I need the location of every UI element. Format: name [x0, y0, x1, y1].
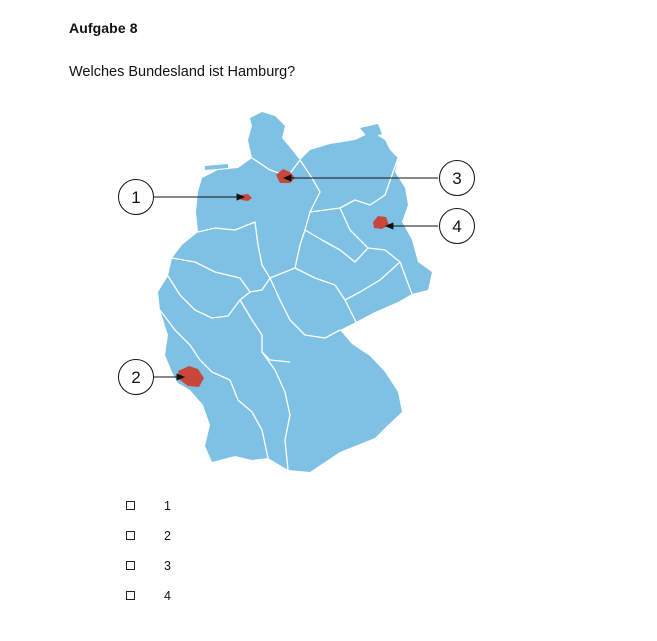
baltic-islands	[360, 124, 382, 138]
north-sea-islands	[205, 164, 228, 170]
option-1[interactable]: 1	[124, 498, 171, 513]
region-bremen	[240, 194, 252, 201]
germany-shape	[158, 112, 432, 472]
marker-4: 4	[439, 208, 475, 244]
option-4-checkbox[interactable]	[126, 591, 135, 600]
answer-options: 1 2 3 4	[124, 498, 171, 618]
marker-1: 1	[118, 179, 154, 215]
option-3[interactable]: 3	[124, 558, 171, 573]
option-2-label: 2	[164, 528, 171, 543]
state-borders	[159, 157, 413, 471]
question-text: Welches Bundesland ist Hamburg?	[69, 64, 296, 80]
marker-3: 3	[439, 160, 475, 196]
marker-3-label: 3	[452, 169, 461, 188]
option-4-label: 4	[164, 588, 171, 603]
option-2[interactable]: 2	[124, 528, 171, 543]
option-3-checkbox[interactable]	[126, 561, 135, 570]
marker-lines	[154, 174, 438, 381]
marker-1-label: 1	[131, 188, 140, 207]
marker-2: 2	[118, 359, 154, 395]
region-saarland	[178, 366, 204, 387]
option-1-checkbox[interactable]	[126, 501, 135, 510]
task-title: Aufgabe 8	[69, 20, 138, 36]
option-1-label: 1	[164, 498, 171, 513]
option-4[interactable]: 4	[124, 588, 171, 603]
marker-4-label: 4	[452, 217, 461, 236]
germany-map: 1 2 3 4	[118, 112, 475, 472]
marker-2-label: 2	[131, 368, 140, 387]
option-3-label: 3	[164, 558, 171, 573]
region-berlin	[373, 216, 389, 229]
option-2-checkbox[interactable]	[126, 531, 135, 540]
